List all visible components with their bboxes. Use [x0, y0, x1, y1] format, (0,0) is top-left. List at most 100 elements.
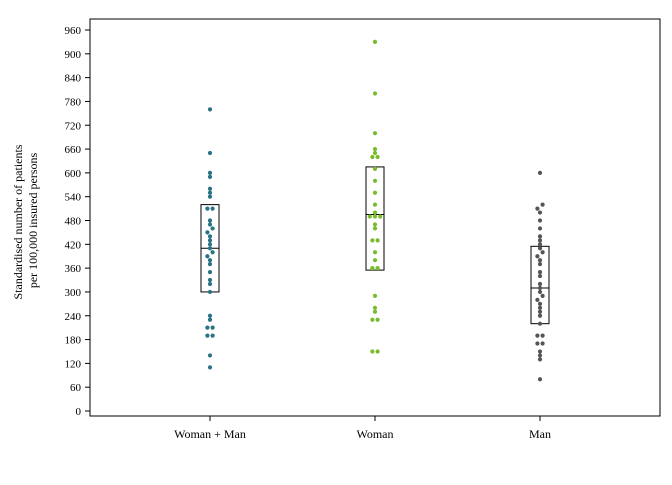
data-point: [370, 154, 375, 160]
data-point: [207, 289, 213, 295]
data-point: [207, 269, 213, 275]
data-point: [207, 262, 213, 267]
data-point: [207, 234, 213, 239]
data-point: [537, 238, 543, 243]
data-point: [540, 250, 545, 255]
y-tick-label: 240: [65, 311, 82, 323]
data-point: [207, 186, 213, 191]
y-tick-label: 420: [65, 239, 82, 251]
data-point: [370, 317, 375, 322]
data-point: [537, 269, 543, 275]
data-point: [537, 305, 543, 310]
y-tick-label: 540: [65, 192, 82, 204]
y-tick-label: 660: [65, 144, 82, 156]
data-point: [537, 226, 543, 231]
data-point: [537, 377, 543, 382]
x-tick-label: Woman: [356, 427, 393, 441]
data-point: [372, 39, 378, 45]
data-point: [205, 206, 210, 211]
data-point: [372, 222, 378, 227]
x-tick-label: Man: [529, 427, 551, 441]
data-point: [207, 281, 213, 287]
data-point: [372, 250, 378, 255]
data-point: [370, 266, 375, 271]
data-point: [535, 297, 540, 302]
y-axis-title: Standardised number of patients per 100,…: [11, 142, 40, 300]
data-point: [375, 154, 380, 160]
y-tick-label: 0: [76, 406, 82, 418]
data-point: [372, 210, 378, 215]
data-point: [207, 174, 213, 179]
data-point: [537, 321, 543, 326]
y-tick-label: 720: [65, 120, 82, 132]
data-point: [367, 214, 372, 219]
data-point: [207, 353, 213, 358]
data-point: [207, 150, 213, 156]
data-point: [537, 353, 543, 358]
data-point: [537, 357, 543, 362]
data-point: [372, 293, 378, 299]
data-point: [372, 150, 378, 156]
y-tick-label: 900: [65, 49, 82, 61]
data-point: [210, 250, 215, 255]
data-point: [210, 333, 215, 338]
data-point: [537, 349, 543, 354]
data-point: [540, 341, 545, 346]
data-point: [537, 258, 543, 263]
y-tick-label: 960: [65, 25, 82, 37]
y-axis-title-line-2: per 100,000 insured persons: [26, 153, 40, 289]
data-point: [537, 273, 543, 279]
data-point: [537, 210, 543, 215]
data-point: [537, 289, 543, 295]
data-point: [535, 341, 540, 346]
data-point: [207, 218, 213, 223]
data-point: [372, 214, 378, 219]
data-point: [207, 277, 213, 283]
data-point: [372, 258, 378, 263]
data-point: [207, 190, 213, 195]
point-layer: [205, 39, 545, 382]
data-point: [372, 131, 378, 136]
data-point: [210, 325, 215, 330]
y-axis-title-line-1: Standardised number of patients: [11, 144, 25, 299]
y-tick-label: 480: [65, 216, 82, 228]
x-axis: Woman + Man Woman Man: [174, 416, 551, 441]
data-point: [370, 238, 375, 243]
data-point: [537, 246, 543, 251]
data-point: [205, 325, 210, 330]
data-point: [372, 178, 378, 183]
data-point: [375, 238, 380, 243]
data-point: [207, 246, 213, 251]
data-point: [375, 266, 380, 271]
y-tick-label: 840: [65, 73, 82, 85]
y-tick-label: 180: [65, 335, 82, 347]
y-tick-label: 120: [65, 358, 82, 370]
data-point: [205, 333, 210, 338]
data-point: [207, 222, 213, 227]
y-axis: 0 60 120 180 240 300 360 420 480 540 600 660 720 780 8…: [65, 25, 90, 418]
data-point: [372, 305, 378, 310]
data-point: [207, 107, 213, 112]
y-tick-label: 600: [65, 168, 82, 180]
data-point: [205, 230, 210, 235]
data-point: [372, 146, 378, 152]
data-point: [210, 206, 215, 211]
data-point: [207, 365, 213, 370]
y-tick-label: 780: [65, 96, 82, 108]
data-point: [207, 238, 213, 243]
data-point: [537, 170, 543, 175]
data-point: [207, 194, 213, 199]
data-point: [207, 313, 213, 318]
y-tick-label: 360: [65, 263, 82, 275]
data-point: [372, 309, 378, 314]
data-point: [537, 285, 543, 291]
data-point: [372, 226, 378, 231]
x-tick-label: Woman + Man: [174, 427, 246, 441]
y-tick-label: 60: [70, 382, 82, 394]
y-tick-label: 300: [65, 287, 82, 299]
data-point: [372, 202, 378, 207]
data-point: [372, 91, 378, 96]
data-point: [207, 258, 213, 263]
data-point: [535, 333, 540, 338]
